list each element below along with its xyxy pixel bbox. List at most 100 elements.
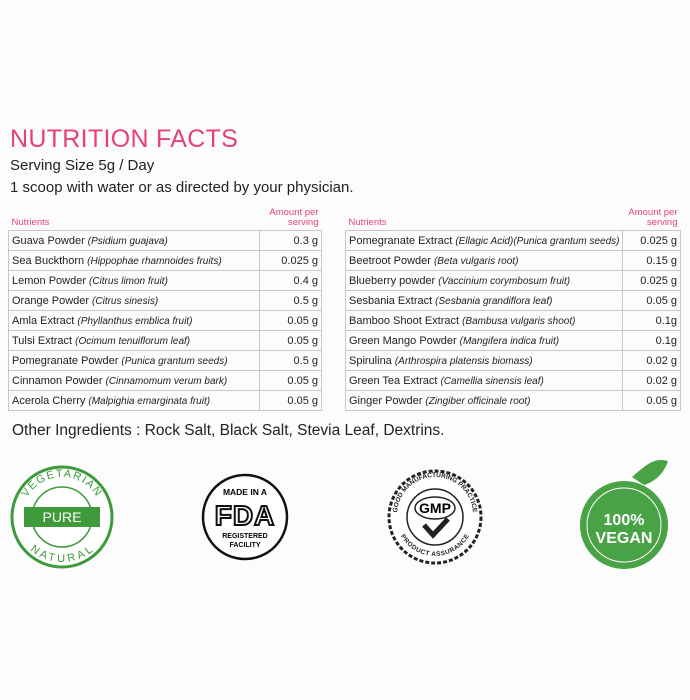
badge-text: FACILITY (229, 542, 260, 549)
nutrient-row: Pomegranate Extract (Ellagic Acid)(Punica… (344, 230, 681, 251)
other-ingredients: Other Ingredients : Rock Salt, Black Sal… (12, 422, 445, 439)
badges: VEGETARIAN NATURAL PURE MADE IN A FDA RE… (10, 459, 668, 569)
nutrient-name: Cinnamon Powder (12, 374, 103, 387)
latin-name: (Phyllanthus emblica fruit) (77, 315, 193, 327)
header-row: Nutrients Amount per serving (8, 205, 322, 231)
badge-text: 100% (604, 512, 645, 529)
latin-name: (Mangifera indica fruit) (459, 335, 560, 347)
nutrient-cell: Tulsi Extract (Ocimum tenuiflorum leaf) (8, 330, 260, 351)
nutrient-table: Nutrients Amount per serving Guava Powder(… (8, 205, 322, 411)
nutrient-row: Sea Buckthorn (Hippophae rhamnoides fruit… (8, 250, 322, 271)
latin-name: (Zingiber officinale root) (425, 395, 531, 407)
nutrient-cell: Bamboo Shoot Extract (Bambusa vulgaris sh… (344, 310, 623, 331)
amount: 0.025 g (259, 250, 322, 271)
nutrient-row: Cinnamon Powder (Cinnamomum verum bark) 0.… (8, 370, 322, 391)
nutrient-name: Green Tea Extract (349, 374, 438, 387)
nutrient-name: Lemon Powder (12, 274, 86, 287)
nutrient-cell: Orange Powder (Citrus sinesis) (8, 290, 260, 311)
nutrient-name: Ginger Powder (349, 394, 423, 407)
badge-text: FDA (215, 500, 276, 531)
amount: 0.025 g (622, 270, 681, 291)
nutrient-row: Ginger Powder (Zingiber officinale root) 0… (344, 390, 681, 411)
nutrient-cell: Cinnamon Powder (Cinnamomum verum bark) (8, 370, 260, 391)
latin-name: (Camellia sinensis leaf) (440, 375, 544, 387)
latin-name: (Psidium guajava) (87, 235, 168, 247)
serving-size: Serving Size 5g / Day (10, 157, 155, 174)
amount: 0.15 g (622, 250, 681, 271)
badge-text: MADE IN A (223, 487, 267, 497)
column-header: Nutrients (345, 205, 623, 231)
amount: 0.05 g (622, 290, 681, 311)
nutrient-name: Orange Powder (12, 294, 90, 307)
nutrient-name: Bamboo Shoot Extract (349, 314, 460, 327)
amount: 0.05 g (259, 390, 322, 411)
nutrient-cell: Blueberry powder (Vaccinium corymbosum fr… (344, 270, 623, 291)
column-header: Amount per serving (259, 205, 322, 231)
latin-name: (Bambusa vulgaris shoot) (462, 315, 576, 327)
nutrient-cell: Acerola Cherry (Malpighia emarginata frui… (8, 390, 260, 411)
latin-name: (Citrus sinesis) (92, 295, 159, 307)
amount: 0.025 g (622, 230, 681, 251)
badge-text: VEGAN (596, 530, 653, 547)
nutrient-row: Blueberry powder (Vaccinium corymbosum fr… (344, 270, 681, 291)
nutrient-name: Beetroot Powder (349, 254, 431, 267)
nutrient-cell: Pomegranate Powder (Punica grantum seeds) (8, 350, 260, 371)
column-header: Nutrients (8, 205, 260, 231)
nutrient-name: Acerola Cherry (12, 394, 86, 407)
nutrient-row: Tulsi Extract (Ocimum tenuiflorum leaf) 0.… (8, 330, 322, 351)
amount: 0.1g (622, 330, 681, 351)
nutrient-row: Acerola Cherry (Malpighia emarginata frui… (8, 390, 322, 411)
nutrient-row: Green Mango Powder (Mangifera indica frui… (344, 330, 681, 351)
amount: 0.05 g (259, 370, 322, 391)
nutrient-cell: Sea Buckthorn (Hippophae rhamnoides fruit… (8, 250, 260, 271)
latin-name: (Arthrospira platensis biomass) (394, 355, 533, 367)
nutrient-cell: Sesbania Extract (Sesbania grandiflora le… (344, 290, 623, 311)
latin-name: (Hippophae rhamnoides fruits) (87, 255, 222, 267)
nutrient-cell: Guava Powder (Psidium guajava) (8, 230, 260, 251)
nutrient-cell: Spirulina (Arthrospira platensis biomass) (344, 350, 623, 371)
nutrient-name: Sea Buckthorn (12, 254, 85, 267)
nutrient-cell: Pomegranate Extract (Ellagic Acid)(Punica… (344, 230, 623, 251)
latin-name: (Beta vulgaris root) (433, 255, 519, 267)
amount: 0.05 g (259, 310, 322, 331)
amount: 0.5 g (259, 350, 322, 371)
amount: 0.1g (622, 310, 681, 331)
badge-text: PURE (43, 509, 82, 525)
amount: 0.5 g (259, 290, 322, 311)
nutrient-table: Nutrients Amount per serving Pomegranate E… (344, 205, 681, 411)
amount: 0.02 g (622, 350, 681, 371)
nutrient-name: Green Mango Powder (349, 334, 457, 347)
nutrient-cell: Amla Extract (Phyllanthus emblica fruit) (8, 310, 260, 331)
nutrient-row: Bamboo Shoot Extract (Bambusa vulgaris sh… (344, 310, 681, 331)
nutrient-row: Amla Extract (Phyllanthus emblica fruit) 0… (8, 310, 322, 331)
latin-name: (Ellagic Acid)(Punica grantum seeds) (455, 235, 620, 247)
nutrient-row: Guava Powder (Psidium guajava) 0.3 g (8, 230, 322, 251)
nutrient-name: Amla Extract (12, 314, 75, 327)
nutrient-name: Spirulina (349, 354, 392, 367)
amount: 0.4 g (259, 270, 322, 291)
amount: 0.05 g (259, 330, 322, 351)
nutrient-row: Beetroot Powder (Beta vulgaris root) 0.15 … (344, 250, 681, 271)
latin-name: (Malpighia emarginata fruit) (88, 395, 211, 407)
nutrient-name: Pomegranate Powder (12, 354, 119, 367)
nutrient-name: Tulsi Extract (12, 334, 73, 347)
nutrient-cell: Lemon Powder (Citrus limon fruit) (8, 270, 260, 291)
amount: 0.02 g (622, 370, 681, 391)
nutrient-row: Orange Powder (Citrus sinesis) 0.5 g (8, 290, 322, 311)
nutrient-cell: Green Tea Extract (Camellia sinensis leaf… (344, 370, 623, 391)
nutrient-name: Sesbania Extract (349, 294, 433, 307)
latin-name: (Punica grantum seeds) (121, 355, 228, 367)
nutrient-row: Spirulina (Arthrospira platensis biomass)… (344, 350, 681, 371)
nutrient-row: Green Tea Extract (Camellia sinensis leaf… (344, 370, 681, 391)
gmp-badge: GOOD MANUFACTURING PRACTICE PRODUCT ASSU… (387, 469, 483, 565)
badge-text: GMP (419, 500, 451, 516)
nutrient-cell: Ginger Powder (Zingiber officinale root) (344, 390, 623, 411)
header-row: Nutrients Amount per serving (345, 205, 681, 231)
nutrient-row: Lemon Powder (Citrus limon fruit) 0.4 g (8, 270, 322, 291)
title: NUTRITION FACTS (10, 125, 239, 153)
badge-text: REGISTERED (222, 533, 268, 540)
amount: 0.05 g (622, 390, 681, 411)
nutrient-row: Sesbania Extract (Sesbania grandiflora le… (344, 290, 681, 311)
directions: 1 scoop with water or as directed by you… (10, 179, 354, 196)
